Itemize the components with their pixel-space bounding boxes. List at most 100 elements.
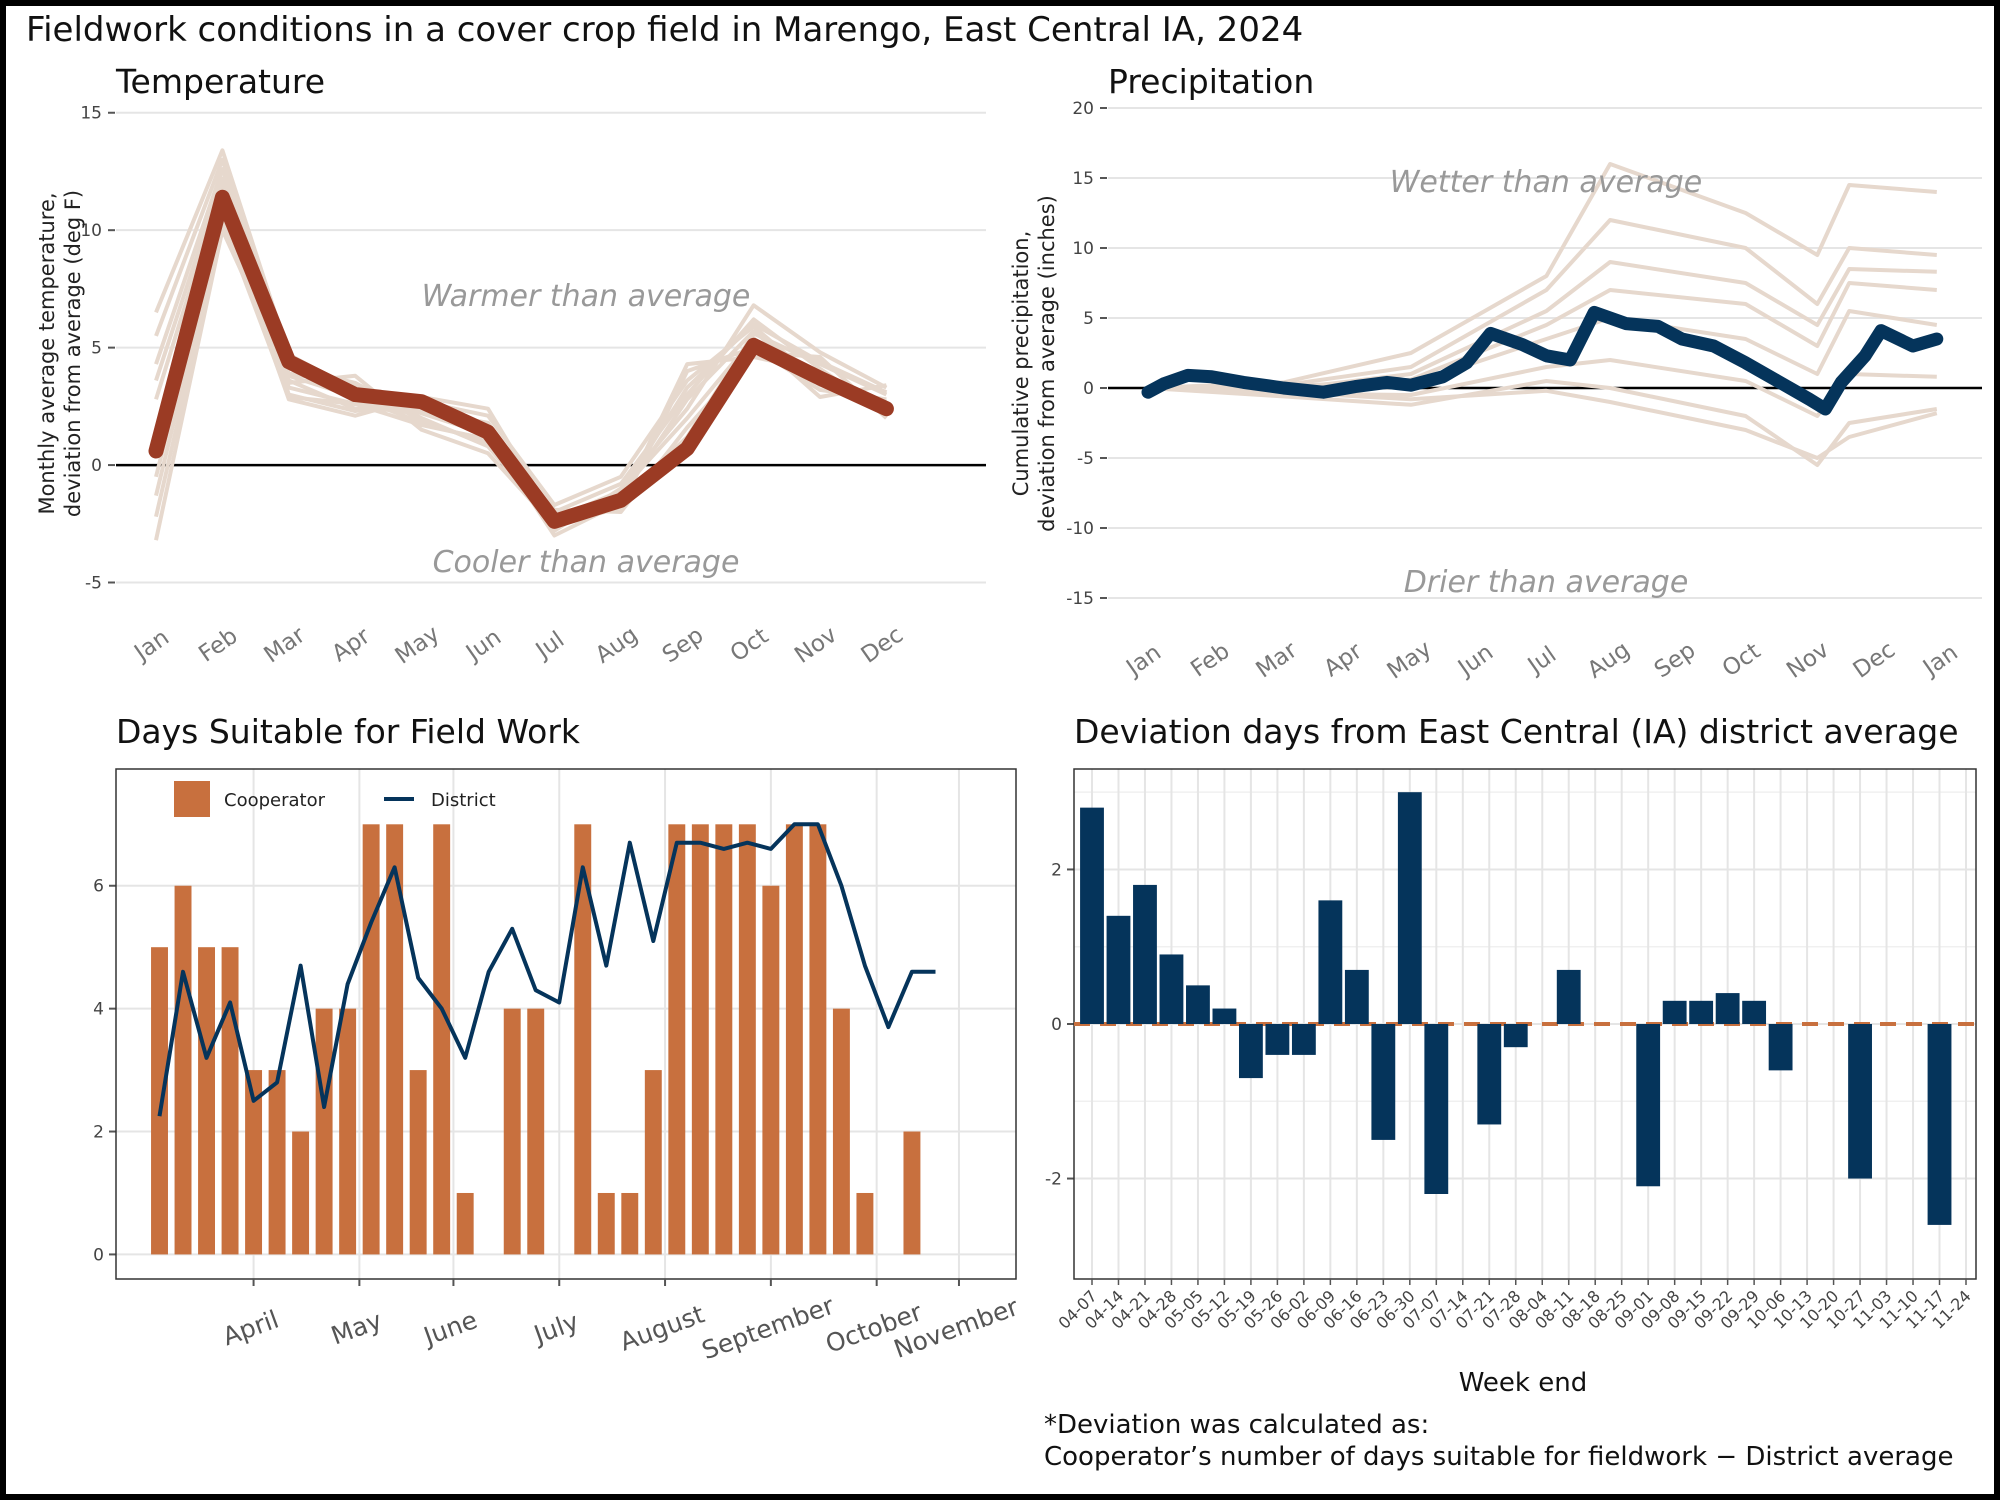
precipitation-y-tick-label: -15 [1066,589,1094,609]
cooperator-bar [245,1070,263,1255]
cooperator-bar [715,824,733,1255]
temperature-y-axis-title: Monthly average temperature,deviation fr… [35,190,85,517]
cooperator-bar [527,1008,545,1255]
cooperator-bar [292,1131,310,1255]
cooperator-bar [644,1070,662,1255]
temperature-y-tick-label: 15 [80,104,102,124]
precipitation-y-axis-title-line: Cumulative precipitation, [1009,231,1033,497]
temperature-y-axis-title-line: Monthly average temperature, [35,192,59,514]
temperature-x-tick-label: Dec [857,622,908,669]
precipitation-y-axis-title: Cumulative precipitation,deviation from … [1009,195,1059,532]
cooperator-bar [738,824,756,1255]
cooperator-bar [597,1192,615,1255]
cooperator-bar [339,1008,357,1255]
deviation-bar [1556,969,1581,1024]
figure-title: Fieldwork conditions in a cover crop fie… [26,10,1304,50]
temperature-panel-title: Temperature [116,62,326,101]
temperature-x-tick-label: Jun [460,624,506,667]
temperature-y-axis-title-line: deviation from average (deg F) [61,190,85,517]
deviation-x-axis-title: Week end [1459,1368,1587,1398]
temperature-cooler-annotation: Cooler than average [433,545,740,580]
cooperator-bar [386,824,404,1255]
temperature-x-tick-label: Jan [128,624,174,667]
days-suitable-panel-title: Days Suitable for Field Work [116,712,581,751]
precipitation-history-line [1147,379,1938,467]
deviation-bar [1371,1024,1396,1140]
legend-cooperator-label: Cooperator [224,790,326,811]
precipitation-history-line [1147,281,1937,390]
temperature-x-tick-label: Feb [194,623,242,668]
cooperator-bar [268,1070,286,1255]
cooperator-bar [691,824,709,1255]
temperature-x-tick-label: Oct [726,623,773,667]
precipitation-x-tick-label: May [1383,636,1437,685]
precipitation-y-tick-label: 5 [1083,309,1094,329]
cooperator-bar [809,824,827,1255]
figure-canvas: Fieldwork conditions in a cover crop fie… [6,6,1994,1494]
precipitation-wetter-annotation: Wetter than average [1390,165,1703,200]
cooperator-bar [433,824,451,1255]
cooperator-bar [762,885,780,1255]
deviation-bar [1344,969,1369,1024]
precipitation-drier-annotation: Drier than average [1404,565,1689,600]
days-suitable-x-tick-label: July [528,1307,582,1350]
deviation-y-tick-label: 0 [1051,1015,1062,1035]
deviation-bar [1133,884,1157,1024]
days-suitable-x-tick-label: June [418,1305,481,1352]
charts-svg: -5 0 5 10 15 Jan Feb Mar Apr May Jun Jul Aug Sep Oct No… [35,99,1982,1398]
temperature-y-tick-label: 10 [80,221,102,241]
precipitation-x-tick-label: Apr [1319,638,1367,682]
days-suitable-x-tick-label: April [219,1305,283,1352]
precipitation-x-tick-label: Sep [1650,637,1700,683]
cooperator-bar [362,824,380,1255]
deviation-bar [1768,1024,1793,1071]
cooperator-bar [221,947,239,1255]
cooperator-bar [856,1192,874,1255]
deviation-bar [1238,1024,1263,1079]
deviation-bar [1689,1000,1714,1024]
deviation-y-tick-label: 2 [1051,860,1062,880]
precipitation-history-line [1147,162,1937,390]
deviation-bar [1397,792,1422,1024]
temperature-x-tick-label: Mar [260,622,311,669]
days-suitable-y-tick-label: 4 [93,1000,104,1020]
precipitation-x-tick-label: Aug [1583,637,1635,684]
temperature-y-tick-label: 0 [91,456,102,476]
precipitation-y-tick-label: 15 [1072,169,1094,189]
precipitation-x-tick-label: Jan [1120,639,1166,682]
deviation-bar [1927,1024,1952,1225]
days-suitable-y-tick-label: 0 [93,1245,104,1265]
deviation-bar [1715,993,1740,1024]
days-suitable-y-tick-label: 6 [93,877,104,897]
temperature-x-tick-label: Sep [658,622,708,668]
cooperator-bar [503,1008,521,1255]
deviation-bar [1424,1024,1449,1194]
deviation-note-line-2: Cooperator’s number of days suitable for… [1044,1442,1954,1472]
cooperator-bar [409,1070,427,1255]
temperature-history-line [154,183,888,507]
precipitation-x-tick-label: Mar [1252,637,1303,684]
deviation-panel-title: Deviation days from East Central (IA) di… [1074,712,1959,751]
cooperator-bar [174,885,192,1255]
deviation-bar [1265,1024,1290,1055]
deviation-bar [1848,1024,1872,1179]
days-suitable-x-tick-label: August [616,1299,708,1356]
precipitation-x-tick-label: Nov [1782,637,1834,684]
temperature-x-tick-label: Jul [530,627,569,665]
precipitation-panel-title: Precipitation [1108,62,1315,101]
legend-cooperator-swatch [174,781,210,817]
cooperator-bar [315,1008,333,1255]
temperature-x-tick-label: May [391,621,445,670]
cooperator-bar [621,1192,639,1255]
deviation-bar [1291,1024,1316,1055]
cooperator-bar [151,947,168,1255]
precipitation-x-tick-label: Dec [1849,637,1900,684]
precipitation-2024-line [1141,305,1944,416]
deviation-bar [1742,1000,1767,1024]
temperature-y-tick-label: -5 [85,574,102,594]
days-suitable-x-tick-label: September [698,1291,838,1366]
precipitation-history-line [1147,218,1937,390]
precipitation-x-tick-label: Feb [1186,638,1234,683]
precipitation-x-tick-label: Oct [1718,638,1765,682]
deviation-bar [1212,1008,1237,1024]
